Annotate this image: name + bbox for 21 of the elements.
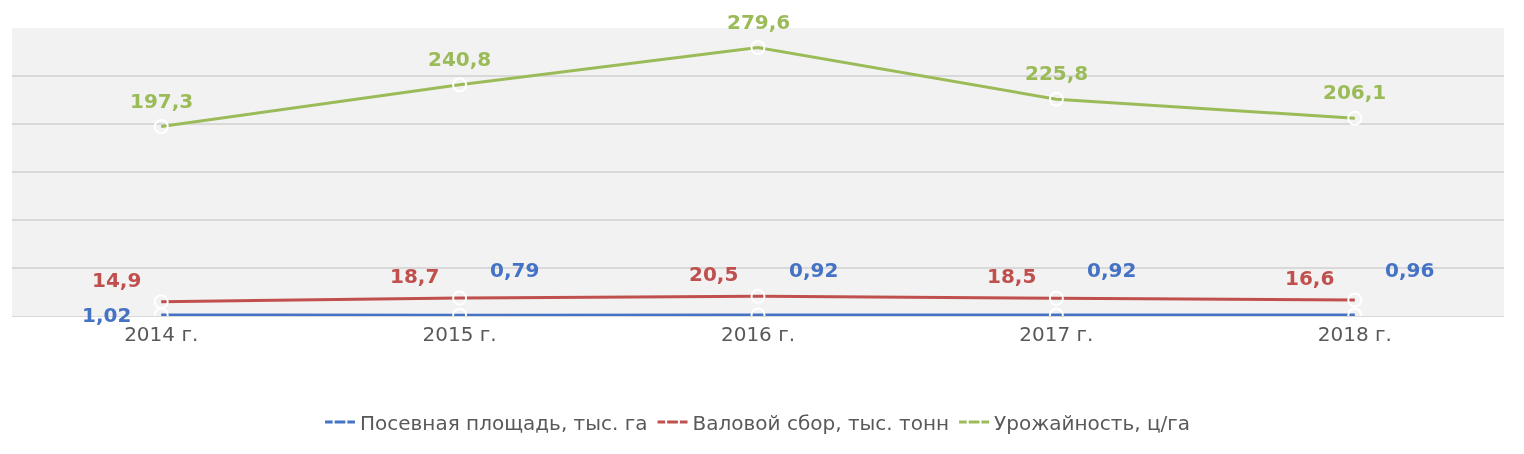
data-label: 0,92 <box>789 258 839 282</box>
data-label: 0,96 <box>1385 258 1435 282</box>
data-label: 279,6 <box>727 10 791 34</box>
legend-label: Урожайность, ц/га <box>994 410 1191 435</box>
data-label: 18,7 <box>390 264 440 288</box>
x-tick-label: 2018 г. <box>1317 322 1392 346</box>
data-label: 225,8 <box>1025 61 1089 85</box>
x-tick-label: 2015 г. <box>422 322 497 346</box>
data-label: 0,92 <box>1087 258 1137 282</box>
data-label: 0,79 <box>490 258 540 282</box>
data-label: 240,8 <box>428 47 492 71</box>
legend-label: Посевная площадь, тыс. га <box>360 410 648 435</box>
data-label: 16,6 <box>1285 266 1335 290</box>
data-label: 20,5 <box>689 262 739 286</box>
data-label: 197,3 <box>130 89 194 113</box>
x-tick-label: 2017 г. <box>1019 322 1094 346</box>
data-label: 206,1 <box>1323 80 1387 104</box>
data-label: 18,5 <box>987 264 1037 288</box>
x-tick-label: 2016 г. <box>720 322 796 346</box>
legend-label: Валовой сбор, тыс. тонн <box>692 410 950 435</box>
data-label: 14,9 <box>92 268 142 292</box>
